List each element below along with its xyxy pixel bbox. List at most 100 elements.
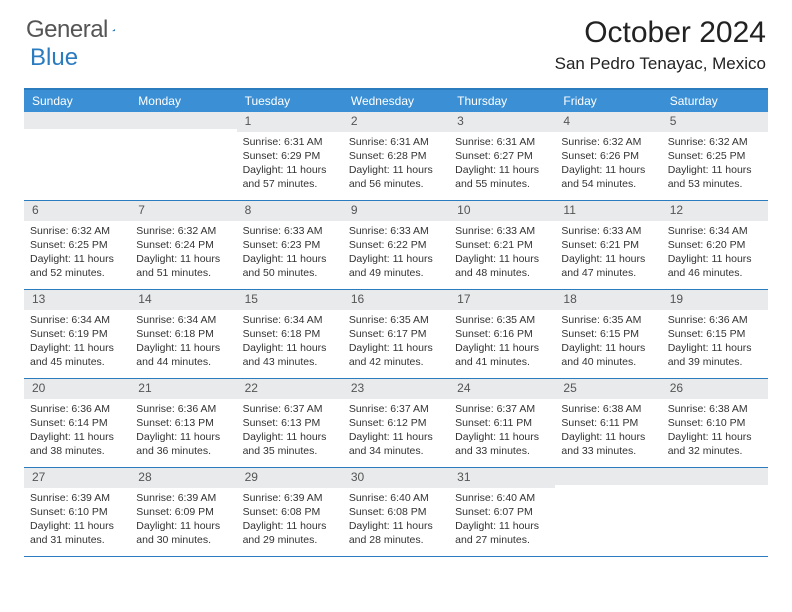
sunrise-line: Sunrise: 6:36 AM <box>30 402 124 416</box>
day-number: 9 <box>343 201 449 221</box>
day-number: 3 <box>449 112 555 132</box>
day-cell: 27Sunrise: 6:39 AMSunset: 6:10 PMDayligh… <box>24 468 130 556</box>
sunset-line: Sunset: 6:10 PM <box>668 416 762 430</box>
day-cell: 25Sunrise: 6:38 AMSunset: 6:11 PMDayligh… <box>555 379 661 467</box>
sunset-line: Sunset: 6:12 PM <box>349 416 443 430</box>
day-cell: 31Sunrise: 6:40 AMSunset: 6:07 PMDayligh… <box>449 468 555 556</box>
day-number: 22 <box>237 379 343 399</box>
day-number: 17 <box>449 290 555 310</box>
day-cell: 17Sunrise: 6:35 AMSunset: 6:16 PMDayligh… <box>449 290 555 378</box>
daylight-line: Daylight: 11 hours and 52 minutes. <box>30 252 124 280</box>
sunrise-line: Sunrise: 6:32 AM <box>561 135 655 149</box>
week-row: 13Sunrise: 6:34 AMSunset: 6:19 PMDayligh… <box>24 290 768 379</box>
sunrise-line: Sunrise: 6:34 AM <box>668 224 762 238</box>
sunset-line: Sunset: 6:23 PM <box>243 238 337 252</box>
day-number: 14 <box>130 290 236 310</box>
sunrise-line: Sunrise: 6:40 AM <box>455 491 549 505</box>
day-number: 1 <box>237 112 343 132</box>
day-number: 25 <box>555 379 661 399</box>
day-number: 24 <box>449 379 555 399</box>
daylight-line: Daylight: 11 hours and 55 minutes. <box>455 163 549 191</box>
daylight-line: Daylight: 11 hours and 33 minutes. <box>455 430 549 458</box>
logo-triangle-icon <box>112 21 115 39</box>
title-block: October 2024 San Pedro Tenayac, Mexico <box>555 16 766 74</box>
sunrise-line: Sunrise: 6:40 AM <box>349 491 443 505</box>
day-body <box>662 485 768 545</box>
daylight-line: Daylight: 11 hours and 41 minutes. <box>455 341 549 369</box>
sunrise-line: Sunrise: 6:37 AM <box>349 402 443 416</box>
day-number: 16 <box>343 290 449 310</box>
daylight-line: Daylight: 11 hours and 40 minutes. <box>561 341 655 369</box>
day-cell: 30Sunrise: 6:40 AMSunset: 6:08 PMDayligh… <box>343 468 449 556</box>
sunrise-line: Sunrise: 6:39 AM <box>30 491 124 505</box>
daylight-line: Daylight: 11 hours and 27 minutes. <box>455 519 549 547</box>
day-cell: 14Sunrise: 6:34 AMSunset: 6:18 PMDayligh… <box>130 290 236 378</box>
day-number: 8 <box>237 201 343 221</box>
day-body: Sunrise: 6:33 AMSunset: 6:22 PMDaylight:… <box>343 221 449 285</box>
day-body: Sunrise: 6:32 AMSunset: 6:26 PMDaylight:… <box>555 132 661 196</box>
sunrise-line: Sunrise: 6:31 AM <box>455 135 549 149</box>
day-number: 20 <box>24 379 130 399</box>
dow-cell: Thursday <box>449 90 555 112</box>
dow-cell: Monday <box>130 90 236 112</box>
sunset-line: Sunset: 6:29 PM <box>243 149 337 163</box>
day-number: 29 <box>237 468 343 488</box>
day-cell: 19Sunrise: 6:36 AMSunset: 6:15 PMDayligh… <box>662 290 768 378</box>
day-cell: 1Sunrise: 6:31 AMSunset: 6:29 PMDaylight… <box>237 112 343 200</box>
sunset-line: Sunset: 6:22 PM <box>349 238 443 252</box>
day-body: Sunrise: 6:35 AMSunset: 6:17 PMDaylight:… <box>343 310 449 374</box>
day-cell: 24Sunrise: 6:37 AMSunset: 6:11 PMDayligh… <box>449 379 555 467</box>
day-cell: 13Sunrise: 6:34 AMSunset: 6:19 PMDayligh… <box>24 290 130 378</box>
sunset-line: Sunset: 6:19 PM <box>30 327 124 341</box>
day-body: Sunrise: 6:33 AMSunset: 6:23 PMDaylight:… <box>237 221 343 285</box>
day-number: 21 <box>130 379 236 399</box>
day-cell: 21Sunrise: 6:36 AMSunset: 6:13 PMDayligh… <box>130 379 236 467</box>
day-cell: 6Sunrise: 6:32 AMSunset: 6:25 PMDaylight… <box>24 201 130 289</box>
sunrise-line: Sunrise: 6:33 AM <box>561 224 655 238</box>
logo: General <box>26 16 132 44</box>
sunrise-line: Sunrise: 6:32 AM <box>668 135 762 149</box>
sunset-line: Sunset: 6:26 PM <box>561 149 655 163</box>
sunset-line: Sunset: 6:11 PM <box>455 416 549 430</box>
day-number: 28 <box>130 468 236 488</box>
sunrise-line: Sunrise: 6:34 AM <box>136 313 230 327</box>
day-body: Sunrise: 6:36 AMSunset: 6:13 PMDaylight:… <box>130 399 236 463</box>
sunrise-line: Sunrise: 6:31 AM <box>349 135 443 149</box>
daylight-line: Daylight: 11 hours and 48 minutes. <box>455 252 549 280</box>
day-cell: 18Sunrise: 6:35 AMSunset: 6:15 PMDayligh… <box>555 290 661 378</box>
day-number <box>24 112 130 129</box>
day-body: Sunrise: 6:40 AMSunset: 6:07 PMDaylight:… <box>449 488 555 552</box>
day-body: Sunrise: 6:34 AMSunset: 6:19 PMDaylight:… <box>24 310 130 374</box>
empty-cell <box>555 468 661 556</box>
day-body: Sunrise: 6:35 AMSunset: 6:15 PMDaylight:… <box>555 310 661 374</box>
day-number: 5 <box>662 112 768 132</box>
sunrise-line: Sunrise: 6:38 AM <box>561 402 655 416</box>
dow-cell: Wednesday <box>343 90 449 112</box>
day-number: 13 <box>24 290 130 310</box>
dow-row: SundayMondayTuesdayWednesdayThursdayFrid… <box>24 90 768 112</box>
day-number <box>662 468 768 485</box>
location: San Pedro Tenayac, Mexico <box>555 54 766 74</box>
day-cell: 22Sunrise: 6:37 AMSunset: 6:13 PMDayligh… <box>237 379 343 467</box>
day-number: 7 <box>130 201 236 221</box>
sunrise-line: Sunrise: 6:36 AM <box>668 313 762 327</box>
daylight-line: Daylight: 11 hours and 54 minutes. <box>561 163 655 191</box>
daylight-line: Daylight: 11 hours and 33 minutes. <box>561 430 655 458</box>
daylight-line: Daylight: 11 hours and 50 minutes. <box>243 252 337 280</box>
day-number: 2 <box>343 112 449 132</box>
sunset-line: Sunset: 6:28 PM <box>349 149 443 163</box>
day-body: Sunrise: 6:37 AMSunset: 6:13 PMDaylight:… <box>237 399 343 463</box>
sunset-line: Sunset: 6:27 PM <box>455 149 549 163</box>
sunset-line: Sunset: 6:25 PM <box>30 238 124 252</box>
day-body: Sunrise: 6:32 AMSunset: 6:25 PMDaylight:… <box>24 221 130 285</box>
day-cell: 4Sunrise: 6:32 AMSunset: 6:26 PMDaylight… <box>555 112 661 200</box>
sunrise-line: Sunrise: 6:35 AM <box>455 313 549 327</box>
sunrise-line: Sunrise: 6:32 AM <box>136 224 230 238</box>
day-body: Sunrise: 6:34 AMSunset: 6:18 PMDaylight:… <box>237 310 343 374</box>
day-number: 4 <box>555 112 661 132</box>
daylight-line: Daylight: 11 hours and 45 minutes. <box>30 341 124 369</box>
sunset-line: Sunset: 6:10 PM <box>30 505 124 519</box>
day-body: Sunrise: 6:32 AMSunset: 6:25 PMDaylight:… <box>662 132 768 196</box>
day-cell: 29Sunrise: 6:39 AMSunset: 6:08 PMDayligh… <box>237 468 343 556</box>
daylight-line: Daylight: 11 hours and 53 minutes. <box>668 163 762 191</box>
